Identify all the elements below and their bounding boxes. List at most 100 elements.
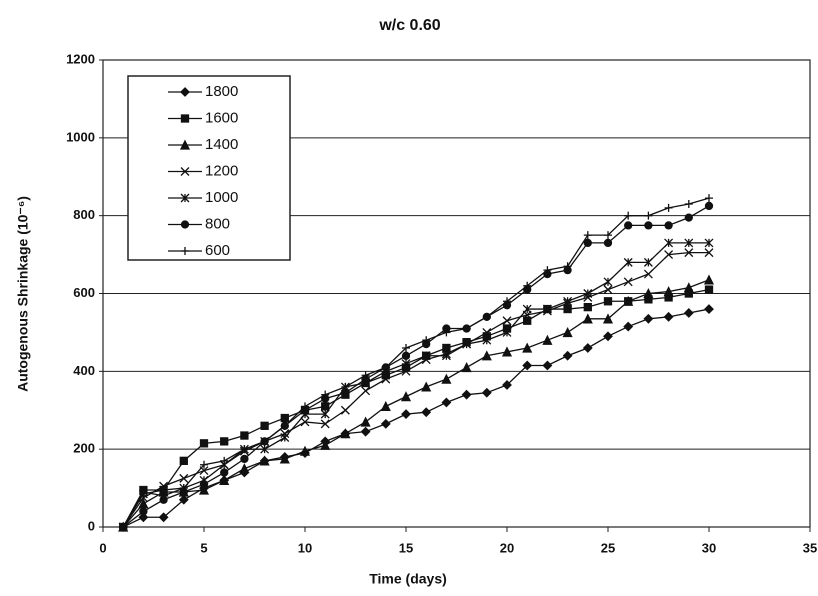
marker xyxy=(501,346,513,357)
y-tick-label: 1000 xyxy=(66,129,95,144)
marker xyxy=(320,439,331,450)
marker xyxy=(583,289,593,298)
marker xyxy=(178,494,189,505)
marker xyxy=(239,463,250,474)
marker xyxy=(503,297,511,306)
marker xyxy=(624,221,633,230)
y-tick-label: 800 xyxy=(73,207,95,222)
marker xyxy=(502,327,512,337)
legend-marker xyxy=(180,114,190,123)
marker xyxy=(542,304,552,314)
marker xyxy=(704,248,714,258)
marker xyxy=(623,257,633,267)
marker xyxy=(280,433,290,442)
marker xyxy=(583,231,592,240)
series-line xyxy=(122,279,710,528)
marker xyxy=(643,313,654,324)
marker xyxy=(644,221,653,230)
marker xyxy=(442,328,451,337)
marker xyxy=(300,417,310,427)
marker xyxy=(663,286,674,297)
marker xyxy=(401,409,411,420)
marker xyxy=(461,361,472,373)
legend-marker xyxy=(179,139,191,150)
marker xyxy=(360,426,371,437)
marker xyxy=(320,409,330,419)
marker xyxy=(401,366,411,376)
marker xyxy=(381,363,390,372)
marker xyxy=(664,203,673,212)
marker xyxy=(523,316,532,325)
marker xyxy=(198,484,210,495)
marker xyxy=(260,437,269,446)
marker xyxy=(138,512,149,523)
marker xyxy=(158,512,169,523)
x-axis-label: Time (days) xyxy=(369,571,447,587)
marker xyxy=(360,416,371,427)
marker xyxy=(481,350,492,361)
marker xyxy=(624,211,633,220)
marker xyxy=(260,421,269,430)
marker xyxy=(320,419,330,429)
legend-label: 1400 xyxy=(205,136,238,153)
legend-label: 1200 xyxy=(205,162,238,179)
marker xyxy=(542,360,553,371)
marker xyxy=(402,343,410,352)
marker xyxy=(643,257,653,267)
y-axis-label: Autogenous Shrinkage (10⁻⁶) xyxy=(15,196,31,392)
y-tick-label: 400 xyxy=(73,363,95,378)
marker xyxy=(240,454,249,464)
marker xyxy=(259,455,270,466)
marker xyxy=(703,274,715,285)
marker xyxy=(340,428,351,439)
marker xyxy=(704,285,714,294)
marker xyxy=(684,213,693,222)
y-tick-label: 0 xyxy=(88,518,95,533)
marker xyxy=(582,313,593,324)
marker xyxy=(421,407,432,418)
series-line xyxy=(122,288,710,528)
marker xyxy=(220,468,229,477)
marker xyxy=(441,373,452,384)
marker xyxy=(482,312,491,321)
x-tick-label: 15 xyxy=(399,540,413,555)
marker xyxy=(179,484,188,493)
x-tick-label: 5 xyxy=(200,540,207,555)
marker xyxy=(663,311,674,322)
legend-label: 600 xyxy=(205,242,230,259)
marker xyxy=(684,238,694,248)
marker xyxy=(603,238,613,248)
marker xyxy=(684,199,693,208)
marker xyxy=(260,444,270,454)
marker xyxy=(502,380,512,390)
legend-marker xyxy=(180,193,190,203)
marker xyxy=(604,231,612,240)
marker xyxy=(381,374,391,384)
marker xyxy=(523,281,532,290)
x-tick-label: 20 xyxy=(500,540,514,555)
marker xyxy=(704,304,714,314)
marker xyxy=(240,431,249,440)
marker xyxy=(280,421,289,430)
marker xyxy=(462,339,472,349)
legend-box xyxy=(127,75,291,261)
chart-title: w/c 0.60 xyxy=(378,17,440,34)
marker xyxy=(119,523,128,531)
x-tick-label: 10 xyxy=(298,540,312,555)
marker xyxy=(340,405,350,415)
marker xyxy=(422,336,431,345)
marker xyxy=(643,269,653,279)
marker xyxy=(502,316,512,326)
marker xyxy=(542,334,553,345)
legend-marker xyxy=(180,220,190,229)
marker xyxy=(321,402,330,411)
legend-label: 800 xyxy=(205,215,230,232)
marker xyxy=(562,350,573,361)
marker xyxy=(279,453,290,464)
plot-frame xyxy=(102,59,811,528)
marker xyxy=(683,282,694,293)
marker xyxy=(159,491,168,500)
marker xyxy=(664,221,673,230)
marker xyxy=(219,474,230,485)
y-tick-label: 600 xyxy=(73,285,95,300)
